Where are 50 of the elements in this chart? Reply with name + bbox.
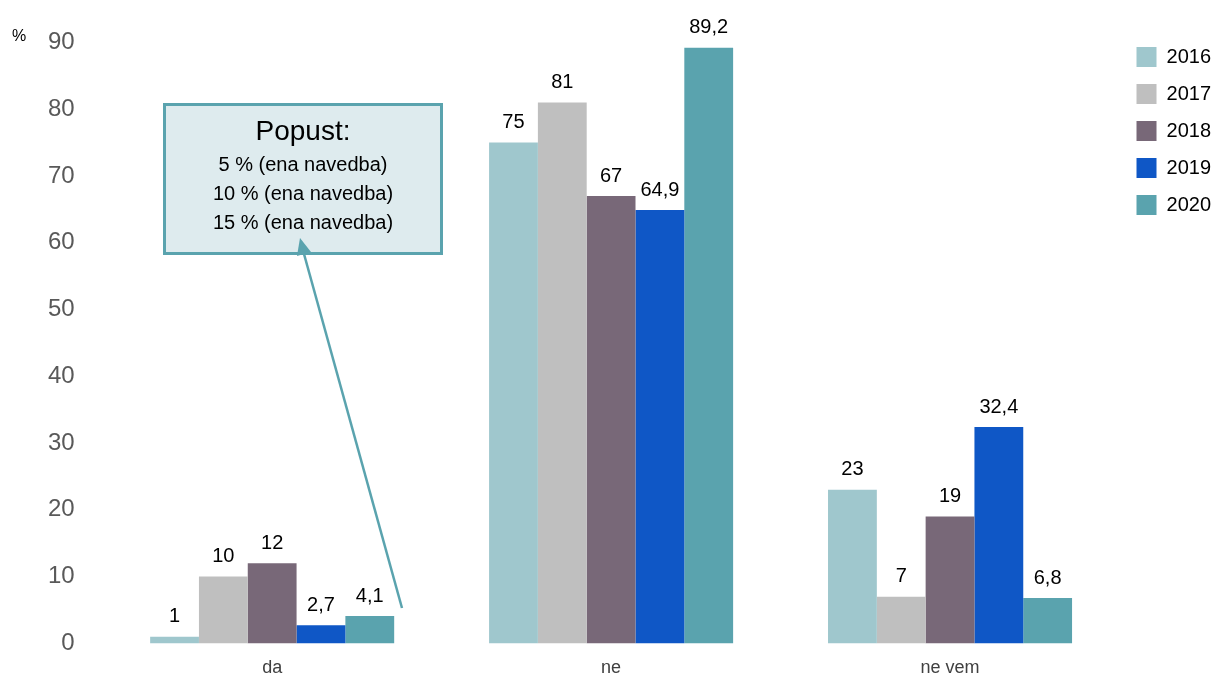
data-label: 32,4 — [979, 394, 1019, 417]
y-tick-label: 90 — [47, 27, 75, 55]
bar — [296, 625, 346, 644]
bar — [876, 596, 926, 644]
bar — [247, 563, 297, 644]
y-tick-label: 70 — [47, 160, 75, 188]
data-label: 2,7 — [307, 592, 335, 615]
y-tick-label: 20 — [47, 494, 75, 522]
data-label: 12 — [261, 530, 284, 553]
bar — [1023, 597, 1073, 644]
y-tick-label: 50 — [47, 294, 75, 322]
bar — [537, 102, 587, 644]
data-label: 89,2 — [689, 15, 729, 38]
data-label: 10 — [212, 544, 235, 567]
y-tick-label: 80 — [47, 93, 75, 121]
bar — [586, 195, 636, 644]
data-label: 7 — [895, 564, 907, 587]
legend-label: 2016 — [1166, 44, 1212, 67]
legend-label: 2019 — [1166, 155, 1212, 178]
y-tick-label: 10 — [47, 561, 75, 589]
bar — [684, 47, 734, 644]
legend-label: 2020 — [1166, 192, 1212, 215]
legend-label: 2018 — [1166, 118, 1212, 141]
y-tick-label: 40 — [47, 360, 75, 388]
bar — [828, 489, 877, 644]
x-tick-label: ne vem — [920, 657, 980, 678]
legend-label: 2017 — [1166, 81, 1212, 104]
x-tick-label: da — [262, 657, 284, 678]
data-label: 4,1 — [355, 583, 384, 606]
data-label: 23 — [841, 457, 864, 480]
data-label: 6,8 — [1033, 565, 1062, 588]
data-label: 64,9 — [640, 177, 680, 200]
bar — [345, 616, 395, 644]
data-label: 67 — [599, 163, 623, 186]
y-tick-label: 30 — [47, 427, 75, 455]
bar — [150, 636, 199, 644]
y-tick-label: 0 — [61, 628, 75, 656]
bar — [974, 427, 1024, 644]
bar — [198, 576, 248, 644]
x-tick-label: ne — [601, 657, 622, 678]
bar — [489, 142, 538, 644]
bar — [635, 210, 685, 644]
data-label: 75 — [502, 110, 525, 133]
bar — [925, 516, 975, 644]
data-label: 81 — [551, 70, 574, 93]
y-tick-label: 60 — [47, 227, 75, 255]
y-axis-title: % — [12, 26, 27, 44]
data-label: 19 — [938, 484, 962, 507]
annotation: Popust: 5 % (ena navedba) 10 % (ena navedba) 15 % (ena navedba) — [211, 114, 395, 235]
data-label: 1 — [168, 604, 181, 627]
